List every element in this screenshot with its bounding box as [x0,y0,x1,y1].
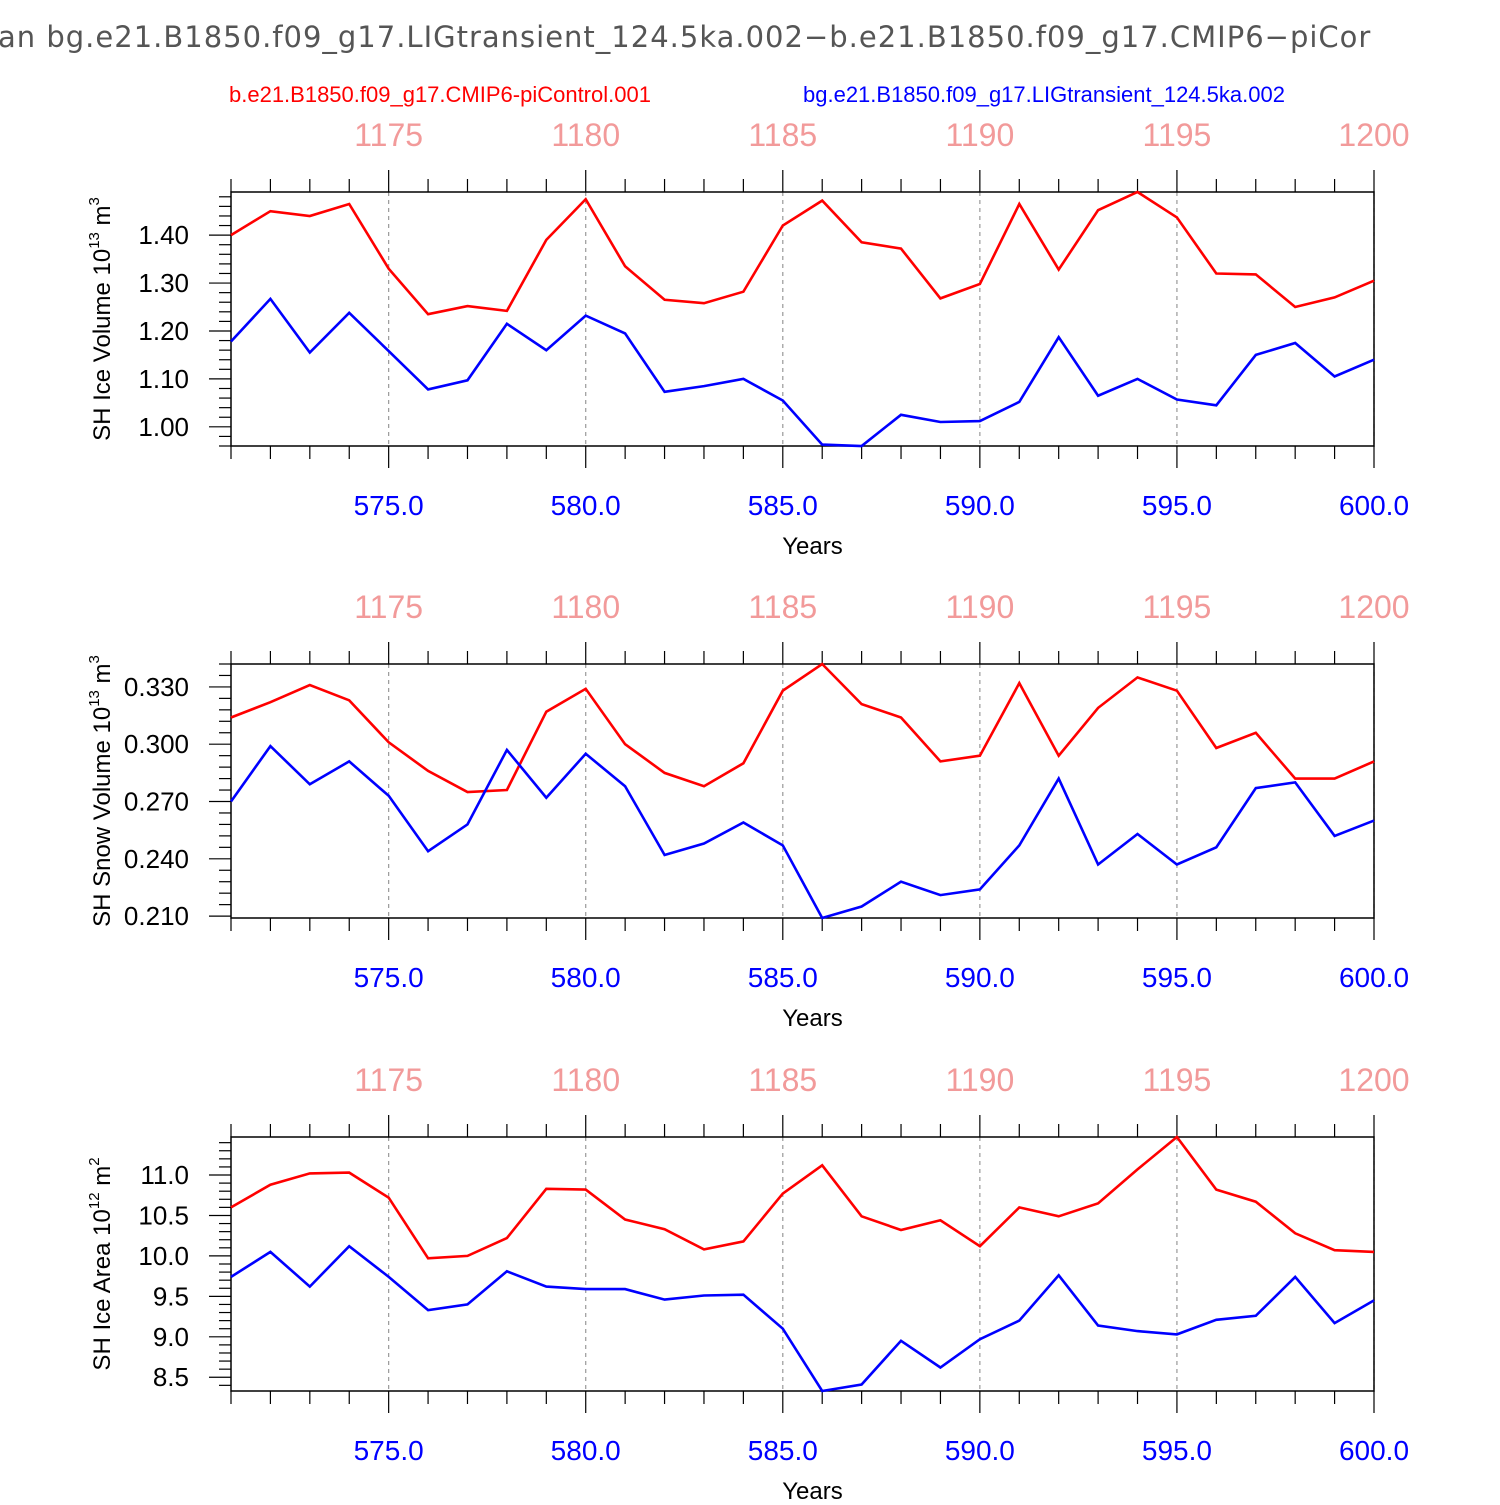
y-tick-label: 10.5 [138,1200,189,1230]
series-line-transient [229,744,1375,920]
chart-panels: 1.00 1.10 1.20 1.30 1.40 575.0 580.0 585.0 590.0… [86,117,1410,1505]
legend-entry-control: b.e21.B1850.f09_g17.CMIP6-piControl.001 [229,82,651,107]
chart-panel-1: 1.00 1.10 1.20 1.30 1.40 575.0 580.0 585.0 590.0… [86,117,1410,560]
top-x-tick-label: 1180 [551,117,620,153]
y-axis-label-exponent: 13 [86,232,103,249]
y-axis-label-exponent: 13 [86,690,103,707]
y-tick-label: 0.210 [124,901,189,931]
y-axis-label-unit-exponent: 3 [86,655,103,663]
y-axis-label-text: SH Snow Volume 10 [89,707,116,927]
x-tick-label: 590.0 [945,490,1015,521]
top-x-tick-label: 1175 [354,1062,423,1098]
x-tick-label: 580.0 [551,1435,621,1466]
top-x-tick-label: 1200 [1338,589,1409,625]
y-tick-label: 1.10 [138,364,189,394]
x-tick-label: 585.0 [748,1435,818,1466]
top-x-tick-label: 1180 [551,1062,620,1098]
figure-title: an bg.e21.B1850.f09_g17.LIGtransient_124… [0,20,1371,54]
plot-frame [230,1136,1375,1392]
x-tick-label: 590.0 [945,962,1015,993]
y-tick-label: 0.270 [124,787,189,817]
y-tick-label: 0.330 [124,672,189,702]
top-x-tick-label: 1180 [551,589,620,625]
y-tick-label: 0.300 [124,729,189,759]
plot-frame [230,663,1375,919]
x-tick-label: 575.0 [354,490,424,521]
y-axis-label-unit-exponent: 2 [86,1157,103,1165]
top-x-tick-label: 1190 [945,117,1014,153]
y-tick-label: 1.20 [138,316,189,346]
y-axis-label: SH Snow Volume 1013 m3 [86,655,116,927]
x-tick-label: 580.0 [551,490,621,521]
y-axis-label-text: SH Ice Volume 10 [89,249,116,441]
x-tick-label: 595.0 [1142,490,1212,521]
series-line-transient [230,296,1375,448]
y-tick-label: 11.0 [140,1160,189,1190]
y-tick-label: 0.240 [124,844,189,874]
y-tick-label: 9.0 [153,1322,189,1352]
x-tick-label: 575.0 [354,962,424,993]
plot-frame [230,191,1375,447]
top-x-tick-label: 1195 [1143,117,1212,153]
chart-panel-3: 8.5 9.0 9.5 10.0 10.5 11.0 575.0 580.0 585.0 590.… [86,1062,1410,1505]
top-x-tick-label: 1190 [945,1062,1014,1098]
series-line-transient [230,1244,1375,1393]
y-axis-label-unit: m [89,1166,116,1193]
x-axis-label: Years [782,1478,843,1500]
x-tick-label: 600.0 [1339,962,1409,993]
y-tick-label: 1.40 [138,220,189,250]
top-x-tick-label: 1175 [354,117,423,153]
y-axis-label: SH Ice Volume 1013 m3 [86,197,116,441]
top-x-tick-label: 1175 [354,589,423,625]
x-tick-label: 595.0 [1142,962,1212,993]
y-tick-label: 1.00 [138,412,189,442]
top-x-tick-label: 1185 [748,117,817,153]
x-tick-label: 590.0 [945,1435,1015,1466]
series-line-control [230,190,1375,316]
series-line-control [230,1135,1375,1260]
y-tick-label: 10.0 [138,1241,189,1271]
top-x-tick-label: 1200 [1338,117,1409,153]
y-axis-label: SH Ice Area 1012 m2 [86,1157,116,1370]
series-line-control [230,662,1375,794]
x-axis-label: Years [782,533,843,560]
x-tick-label: 575.0 [354,1435,424,1466]
y-tick-label: 1.30 [138,268,189,298]
x-tick-label: 580.0 [551,962,621,993]
x-tick-label: 585.0 [748,490,818,521]
y-axis-label-exponent: 12 [86,1192,103,1209]
chart-panel-2: 0.210 0.240 0.270 0.300 0.330 575.0 580.0 585.0… [86,589,1410,1032]
x-tick-label: 585.0 [748,962,818,993]
y-tick-label: 8.5 [153,1362,189,1392]
top-x-tick-label: 1190 [945,589,1014,625]
top-x-tick-label: 1200 [1338,1062,1409,1098]
top-x-tick-label: 1185 [748,589,817,625]
y-axis-label-unit-exponent: 3 [86,197,103,205]
y-axis-label-unit: m [89,205,116,232]
top-x-tick-label: 1195 [1143,1062,1212,1098]
x-tick-label: 595.0 [1142,1435,1212,1466]
x-tick-label: 600.0 [1339,490,1409,521]
y-axis-label-unit: m [89,663,116,690]
x-axis-label: Years [782,1005,843,1032]
y-tick-label: 9.5 [153,1281,189,1311]
y-axis-label-text: SH Ice Area 10 [89,1209,116,1370]
x-tick-label: 600.0 [1339,1435,1409,1466]
top-x-tick-label: 1185 [748,1062,817,1098]
legend-entry-transient: bg.e21.B1850.f09_g17.LIGtransient_124.5k… [803,82,1285,107]
top-x-tick-label: 1195 [1143,589,1212,625]
